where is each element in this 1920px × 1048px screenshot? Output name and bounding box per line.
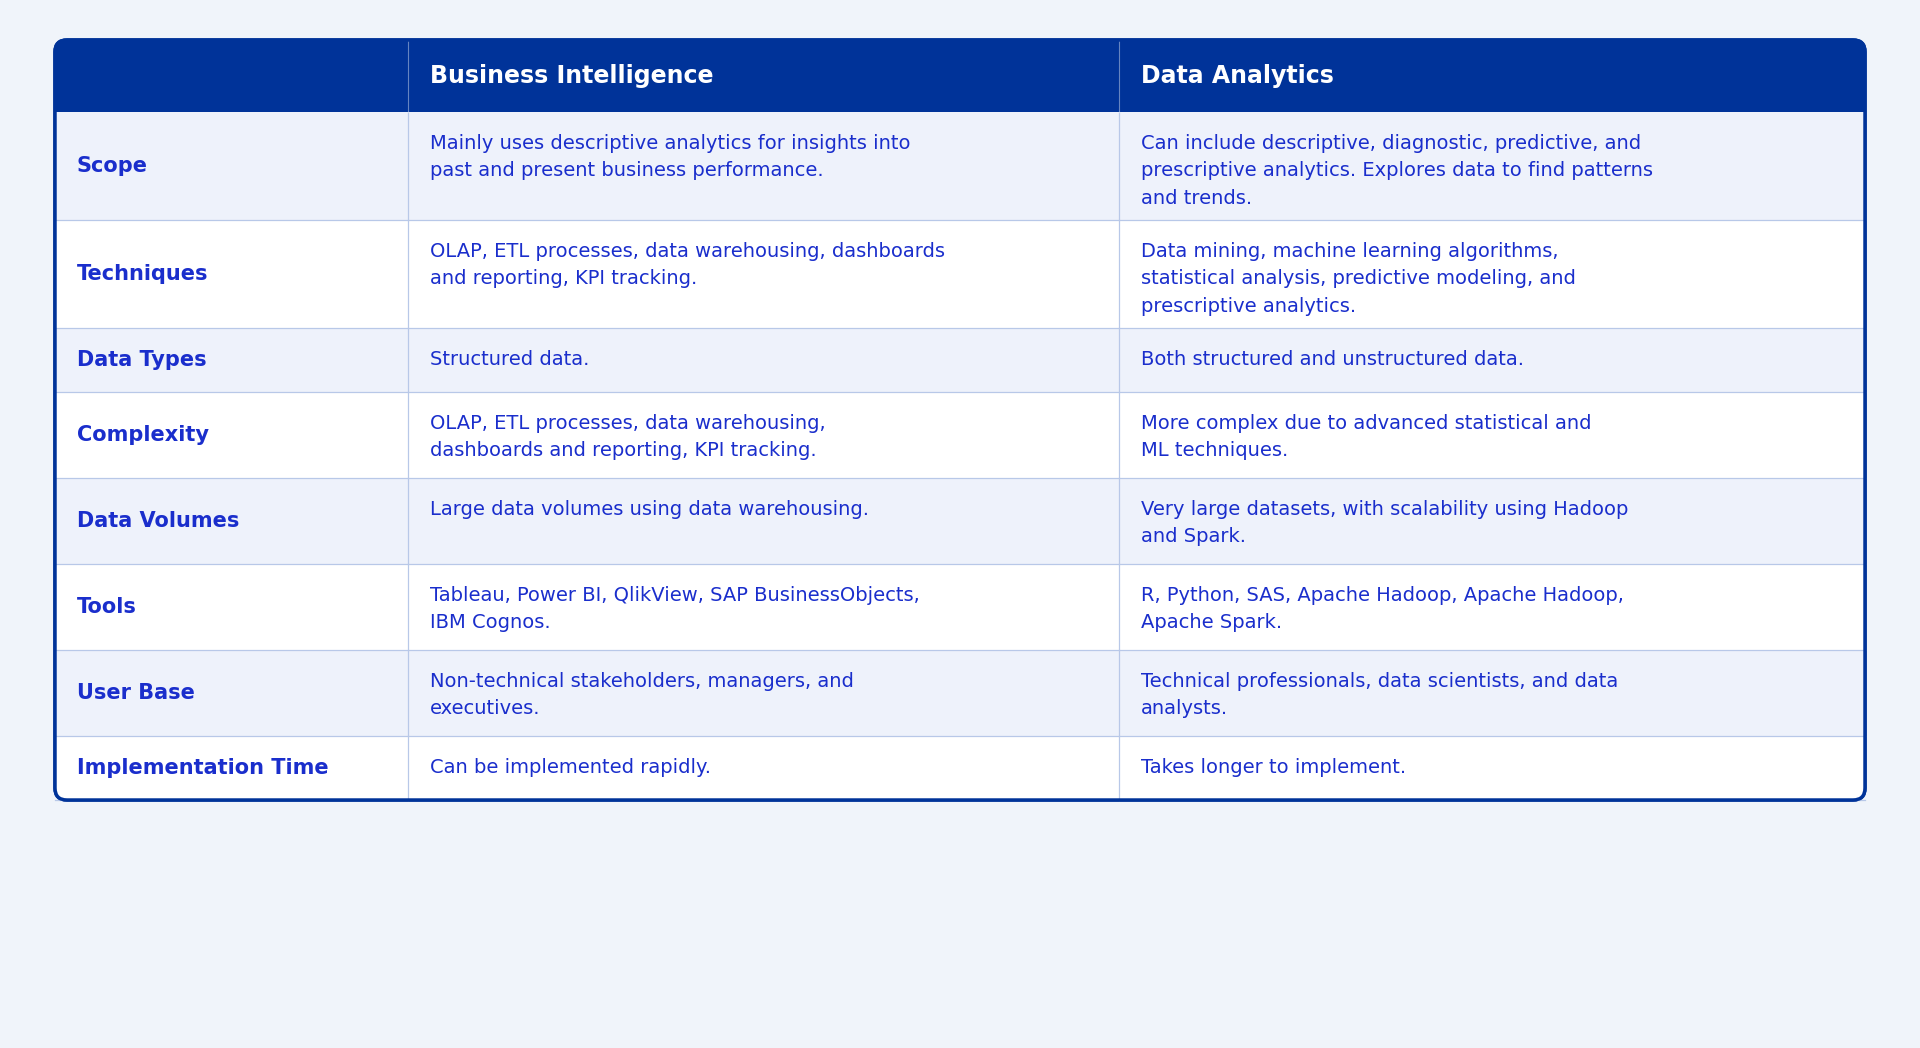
FancyBboxPatch shape [56, 736, 1864, 800]
Text: Very large datasets, with scalability using Hadoop
and Spark.: Very large datasets, with scalability us… [1140, 500, 1628, 546]
FancyBboxPatch shape [56, 40, 1864, 112]
Text: Techniques: Techniques [77, 264, 209, 284]
Text: OLAP, ETL processes, data warehousing, dashboards
and reporting, KPI tracking.: OLAP, ETL processes, data warehousing, d… [430, 242, 945, 288]
Text: Takes longer to implement.: Takes longer to implement. [1140, 758, 1407, 777]
Text: Technical professionals, data scientists, and data
analysts.: Technical professionals, data scientists… [1140, 672, 1619, 718]
Text: R, Python, SAS, Apache Hadoop, Apache Hadoop,
Apache Spark.: R, Python, SAS, Apache Hadoop, Apache Ha… [1140, 586, 1624, 632]
Bar [56, 112, 1864, 220]
FancyBboxPatch shape [56, 40, 1864, 800]
Text: Can be implemented rapidly.: Can be implemented rapidly. [430, 758, 710, 777]
Text: OLAP, ETL processes, data warehousing,
dashboards and reporting, KPI tracking.: OLAP, ETL processes, data warehousing, d… [430, 414, 826, 460]
Text: Business Intelligence: Business Intelligence [430, 64, 714, 88]
Text: Tools: Tools [77, 597, 136, 617]
Bar [56, 564, 1864, 650]
Text: Data Types: Data Types [77, 350, 207, 370]
Bar [56, 650, 1864, 736]
Text: Data Analytics: Data Analytics [1140, 64, 1334, 88]
Text: Non-technical stakeholders, managers, and
executives.: Non-technical stakeholders, managers, an… [430, 672, 854, 718]
Text: Complexity: Complexity [77, 425, 209, 445]
Text: Structured data.: Structured data. [430, 350, 589, 369]
Text: Data Volumes: Data Volumes [77, 511, 240, 531]
Text: Large data volumes using data warehousing.: Large data volumes using data warehousin… [430, 500, 870, 519]
Text: Can include descriptive, diagnostic, predictive, and
prescriptive analytics. Exp: Can include descriptive, diagnostic, pre… [1140, 134, 1653, 208]
Text: Mainly uses descriptive analytics for insights into
past and present business pe: Mainly uses descriptive analytics for in… [430, 134, 910, 180]
Text: Data mining, machine learning algorithms,
statistical analysis, predictive model: Data mining, machine learning algorithms… [1140, 242, 1576, 315]
Text: Implementation Time: Implementation Time [77, 758, 328, 778]
Bar [56, 736, 1864, 788]
Text: More complex due to advanced statistical and
ML techniques.: More complex due to advanced statistical… [1140, 414, 1592, 460]
Text: Both structured and unstructured data.: Both structured and unstructured data. [1140, 350, 1524, 369]
Text: Tableau, Power BI, QlikView, SAP BusinessObjects,
IBM Cognos.: Tableau, Power BI, QlikView, SAP Busines… [430, 586, 920, 632]
Text: User Base: User Base [77, 683, 194, 703]
Bar [56, 328, 1864, 392]
Bar [56, 220, 1864, 328]
Bar [56, 100, 1864, 112]
Text: Scope: Scope [77, 156, 148, 176]
Bar [56, 478, 1864, 564]
Bar [56, 392, 1864, 478]
